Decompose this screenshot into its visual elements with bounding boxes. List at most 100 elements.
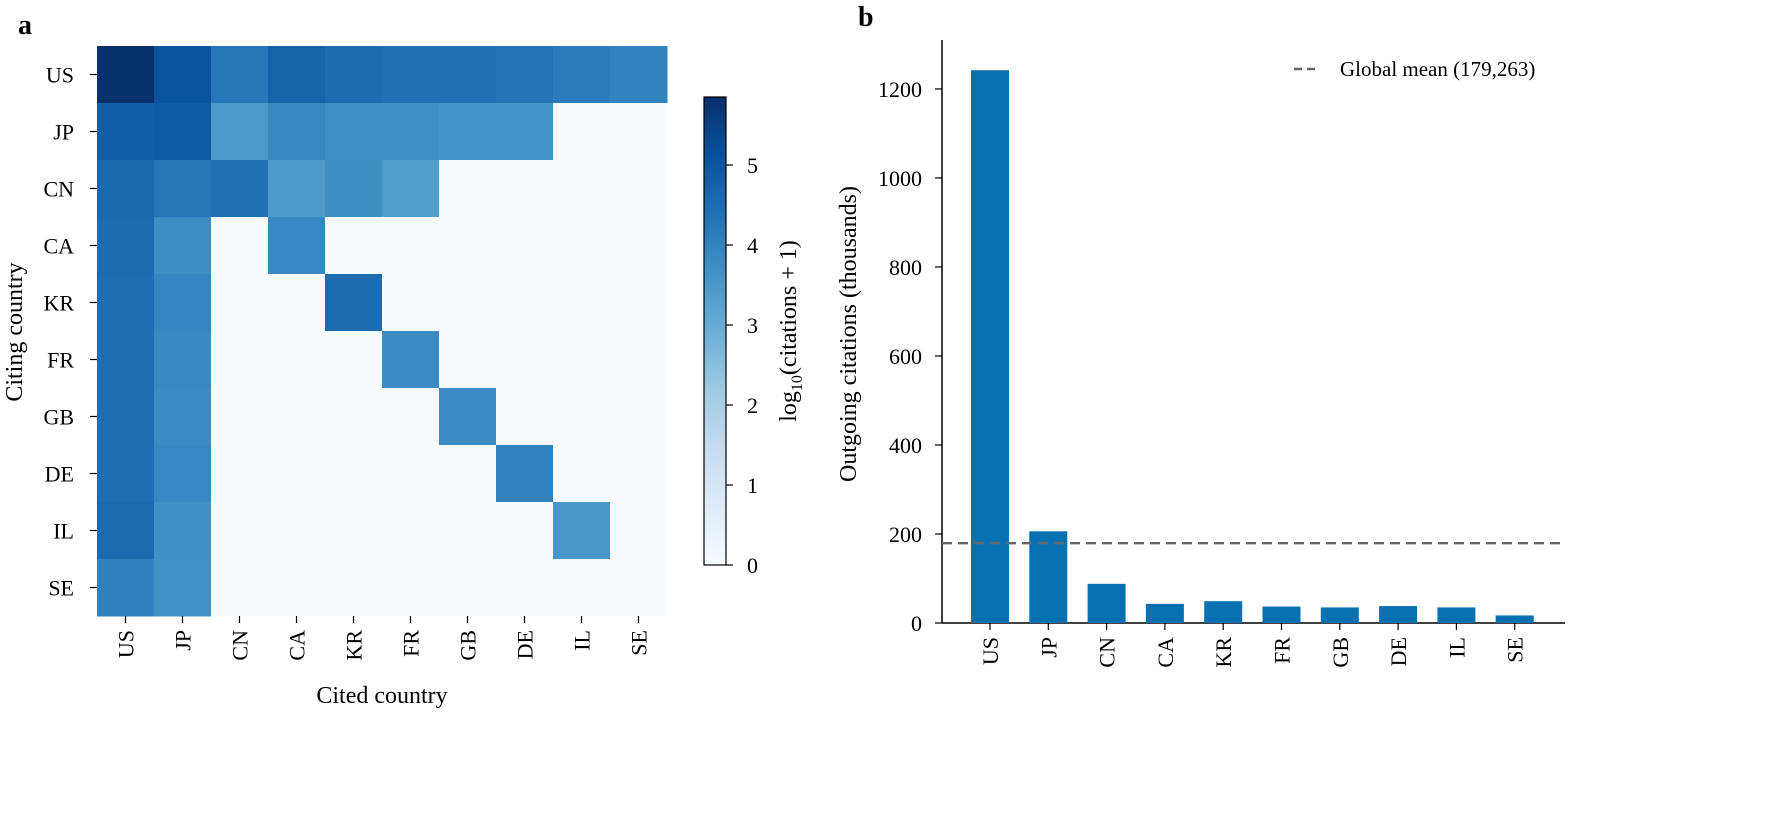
heatmap-cell-gb-gb — [439, 388, 497, 446]
heatmap-cell-il-kr — [325, 502, 383, 560]
heatmap-y-axis-label: Citing country — [2, 262, 28, 401]
heatmap-cell-gb-ca — [268, 388, 326, 446]
panel-label-b: b — [858, 2, 874, 33]
heatmap-y-tick-label: KR — [43, 291, 74, 316]
heatmap-cell-fr-gb — [439, 331, 497, 389]
heatmap-cell-cn-jp — [154, 160, 212, 218]
colorbar-label-log: log — [776, 391, 802, 422]
heatmap-cell-ca-gb — [439, 217, 497, 275]
heatmap-cell-de-jp — [154, 445, 212, 503]
bar-cn — [1087, 583, 1126, 623]
heatmap-cell-se-ca — [268, 559, 326, 617]
colorbar — [703, 96, 727, 566]
heatmap-cell-il-de — [496, 502, 554, 560]
heatmap-cell-se-se — [610, 559, 668, 617]
heatmap-cell-il-us — [97, 502, 155, 560]
heatmap-cell-kr-us — [97, 274, 155, 332]
heatmap-cell-jp-cn — [211, 103, 269, 161]
heatmap-cell-se-jp — [154, 559, 212, 617]
heatmap-cell-cn-ca — [268, 160, 326, 218]
heatmap-cell-de-de — [496, 445, 554, 503]
bar-x-tick-label: SE — [1503, 637, 1528, 663]
heatmap-x-tick-label: IL — [570, 630, 595, 651]
heatmap-cell-gb-cn — [211, 388, 269, 446]
heatmap-cell-jp-se — [610, 103, 668, 161]
heatmap-cell-us-il — [553, 46, 611, 104]
heatmap-cell-il-il — [553, 502, 611, 560]
bar-x-tick-label: FR — [1270, 637, 1295, 664]
colorbar-tick-label: 0 — [747, 553, 758, 578]
bar-y-tick-label: 400 — [889, 433, 922, 458]
heatmap-y-ticks: US JP CN CA KR FR GB DE IL SE — [43, 63, 97, 601]
heatmap-cell-gb-se — [610, 388, 668, 446]
heatmap-cell-gb-fr — [382, 388, 440, 446]
heatmap-cell-ca-fr — [382, 217, 440, 275]
bar-x-ticks: US JP CN CA KR FR GB DE IL SE — [978, 623, 1528, 668]
heatmap-x-tick-label: GB — [456, 630, 481, 661]
heatmap-cell-se-cn — [211, 559, 269, 617]
bar-y-tick-label: 200 — [889, 522, 922, 547]
heatmap-y-tick-label: SE — [48, 576, 74, 601]
heatmap-y-tick-label: CN — [43, 177, 74, 202]
heatmap-cell-il-cn — [211, 502, 269, 560]
bar-x-tick-label: CN — [1095, 637, 1120, 668]
bar-y-axis-label: Outgoing citations (thousands) — [836, 186, 862, 482]
heatmap-y-tick-label: DE — [45, 462, 74, 487]
bar-y-tick-label: 800 — [889, 255, 922, 280]
heatmap-cell-kr-cn — [211, 274, 269, 332]
heatmap-cell-kr-se — [610, 274, 668, 332]
legend-label: Global mean (179,263) — [1340, 57, 1535, 81]
heatmap-cell-ca-cn — [211, 217, 269, 275]
heatmap-cell-fr-ca — [268, 331, 326, 389]
bar-se — [1495, 615, 1534, 623]
heatmap-cell-se-gb — [439, 559, 497, 617]
heatmap-cell-jp-il — [553, 103, 611, 161]
heatmap-x-tick-label: CA — [285, 630, 310, 661]
heatmap-cell-us-cn — [211, 46, 269, 104]
heatmap-y-tick-label: JP — [53, 120, 74, 145]
bar-x-tick-label: CA — [1153, 637, 1178, 668]
bar-y-ticks: 0 200 400 600 800 1000 1200 — [878, 77, 942, 636]
heatmap-cell-kr-gb — [439, 274, 497, 332]
bar-ca — [1145, 603, 1184, 623]
heatmap-cell-gb-jp — [154, 388, 212, 446]
bar-x-tick-label: GB — [1328, 637, 1353, 668]
heatmap-cell-fr-de — [496, 331, 554, 389]
heatmap-panel: a US JP CN CA KR FR GB DE IL SE US JP CN CA KR FR GB DE I… — [2, 10, 806, 709]
bar-jp — [1029, 531, 1068, 623]
colorbar-label: log10(citations + 1) — [776, 240, 806, 422]
bar-chart-panel: b 0 200 400 600 800 1000 1200 US JP CN CA KR FR GB DE… — [836, 2, 1565, 668]
heatmap-y-tick-label: FR — [47, 348, 74, 373]
heatmap-cell-kr-ca — [268, 274, 326, 332]
heatmap-cell-ca-jp — [154, 217, 212, 275]
heatmap-cell-jp-us — [97, 103, 155, 161]
heatmap-cell-il-se — [610, 502, 668, 560]
heatmap-cell-us-jp — [154, 46, 212, 104]
heatmap-cell-us-de — [496, 46, 554, 104]
heatmap-cell-il-ca — [268, 502, 326, 560]
heatmap-cell-jp-ca — [268, 103, 326, 161]
heatmap-cell-fr-cn — [211, 331, 269, 389]
heatmap-cell-de-cn — [211, 445, 269, 503]
heatmap-cell-cn-se — [610, 160, 668, 218]
bar-x-tick-label: JP — [1036, 637, 1061, 658]
heatmap-x-tick-label: CN — [228, 630, 253, 661]
heatmap-cell-jp-jp — [154, 103, 212, 161]
heatmap-cell-us-ca — [268, 46, 326, 104]
heatmap-cells — [97, 46, 668, 617]
heatmap-cell-se-kr — [325, 559, 383, 617]
heatmap-cell-gb-de — [496, 388, 554, 446]
heatmap-cell-fr-fr — [382, 331, 440, 389]
bar-x-tick-label: DE — [1386, 637, 1411, 666]
heatmap-cell-fr-se — [610, 331, 668, 389]
heatmap-cell-us-kr — [325, 46, 383, 104]
heatmap-cell-kr-il — [553, 274, 611, 332]
heatmap-cell-us-se — [610, 46, 668, 104]
heatmap-y-tick-label: GB — [43, 405, 74, 430]
heatmap-x-tick-label: SE — [627, 630, 652, 656]
heatmap-cell-ca-us — [97, 217, 155, 275]
heatmap-cell-gb-us — [97, 388, 155, 446]
heatmap-cell-jp-kr — [325, 103, 383, 161]
heatmap-cell-jp-fr — [382, 103, 440, 161]
heatmap-cell-il-jp — [154, 502, 212, 560]
